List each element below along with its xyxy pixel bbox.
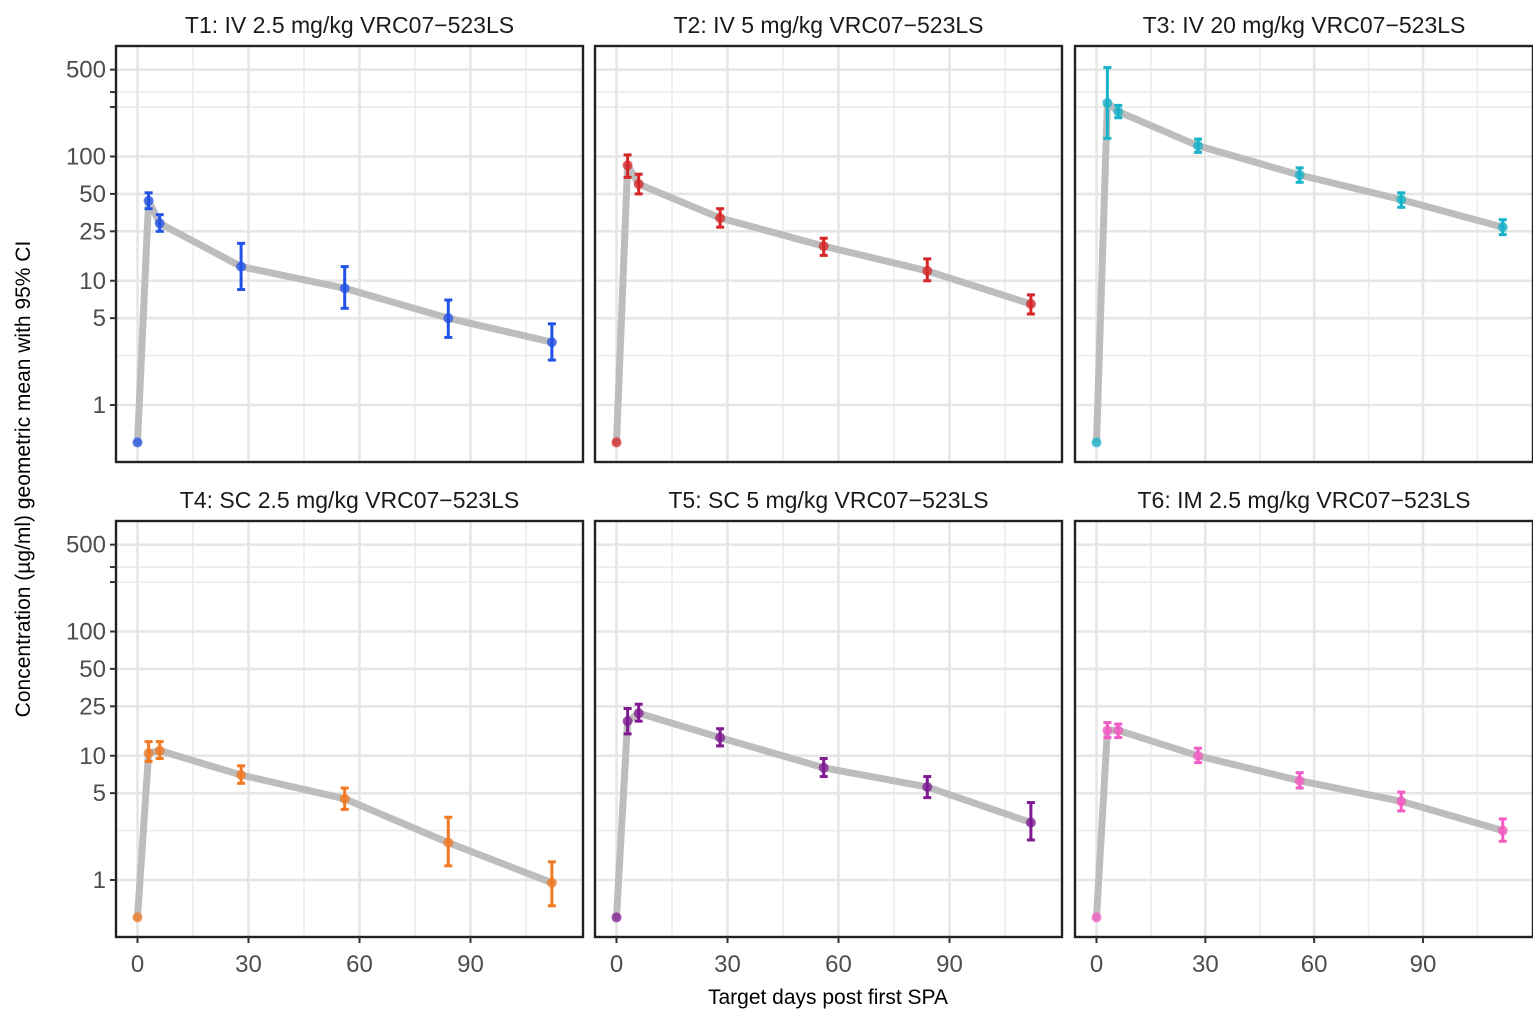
data-point [546,877,557,888]
data-point [622,160,633,171]
data-point [154,745,165,756]
x-tick-label: 30 [714,951,741,978]
data-point [1113,725,1124,736]
y-tick-label: 10 [79,268,106,295]
x-tick-label: 0 [131,951,144,978]
y-tick-label: 5 [93,305,106,332]
data-point [715,732,726,743]
panel-5: T5: SC 5 mg/kg VRC07−523LS 0 30 60 90 [593,487,1064,978]
data-point [339,283,350,294]
data-point [1497,222,1508,233]
y-tick-label: 50 [79,181,106,208]
x-tick-label: 60 [346,951,373,978]
data-point [132,912,143,923]
data-point [1025,298,1036,309]
y-tick-label: 50 [79,656,106,683]
panel-background [116,46,583,462]
data-point [818,241,829,252]
panel-border [1073,44,1533,464]
data-point [1091,912,1102,923]
data-point [339,793,350,804]
panel-title: T5: SC 5 mg/kg VRC07−523LS [668,487,988,513]
data-point [1193,750,1204,761]
data-point [1091,437,1102,448]
panel-title: T3: IV 20 mg/kg VRC07−523LS [1143,12,1466,38]
data-point [132,437,143,448]
panel-border [114,44,585,464]
panel-1: T1: IV 2.5 mg/kg VRC07−523LS 1 5 10 25 50 100 5… [66,12,585,464]
data-point [1294,169,1305,180]
data-point [611,912,622,923]
data-point [633,179,644,190]
y-tick-label: 500 [66,532,106,559]
x-tick-label: 90 [936,951,963,978]
y-tick-label: 5 [93,780,106,807]
panel-background [116,521,583,937]
data-point [818,762,829,773]
panel-4: T4: SC 2.5 mg/kg VRC07−523LS 1 5 10 25 50 100 5… [66,487,585,978]
data-point [143,748,154,759]
x-tick-label: 90 [457,951,484,978]
x-tick-label: 60 [1301,951,1328,978]
data-point [1294,775,1305,786]
panel-background [1075,46,1533,462]
data-point [236,261,247,272]
x-tick-label: 30 [1192,951,1219,978]
x-tick-label: 90 [1410,951,1437,978]
panel-border [593,519,1064,939]
data-point [1113,106,1124,117]
panel-border [1073,519,1533,939]
x-axis-title: Target days post first SPA [708,986,948,1009]
data-point [1396,194,1407,205]
y-tick-label: 1 [93,392,106,419]
panel-background [1075,521,1533,937]
panel-border [114,519,585,939]
data-point [154,218,165,229]
panel-title: T6: IM 2.5 mg/kg VRC07−523LS [1137,487,1470,513]
panel-title: T2: IV 5 mg/kg VRC07−523LS [673,12,983,38]
data-point [143,195,154,206]
y-tick-label: 500 [66,57,106,84]
panel-background [595,521,1062,937]
x-tick-label: 60 [825,951,852,978]
data-point [1102,97,1113,108]
data-point [443,837,454,848]
data-point [622,716,633,727]
panel-title: T4: SC 2.5 mg/kg VRC07−523LS [180,487,519,513]
panel-6: T6: IM 2.5 mg/kg VRC07−523LS 0 30 60 90 [1073,487,1533,978]
y-axis-title: Concentration (µg/ml) geometric mean wit… [12,241,35,718]
data-point [1193,140,1204,151]
data-point [922,265,933,276]
y-tick-label: 25 [79,218,106,245]
x-tick-label: 0 [610,951,623,978]
data-point [1396,796,1407,807]
data-point [1102,725,1113,736]
panel-2: T2: IV 5 mg/kg VRC07−523LS [593,12,1064,464]
data-point [611,437,622,448]
y-tick-label: 100 [66,619,106,646]
panel-grid: T1: IV 2.5 mg/kg VRC07−523LS151025501005… [66,12,1533,978]
data-point [1497,825,1508,836]
data-point [715,212,726,223]
data-point [236,769,247,780]
y-tick-label: 25 [79,693,106,720]
data-point [546,337,557,348]
x-tick-label: 30 [235,951,262,978]
y-tick-label: 1 [93,867,106,894]
y-tick-label: 100 [66,144,106,171]
x-tick-label: 0 [1090,951,1103,978]
data-point [1025,817,1036,828]
data-point [443,313,454,324]
data-point [633,708,644,719]
y-tick-label: 10 [79,743,106,770]
data-point [922,782,933,793]
panel-background [595,46,1062,462]
panel-title: T1: IV 2.5 mg/kg VRC07−523LS [185,12,514,38]
panel-3: T3: IV 20 mg/kg VRC07−523LS [1073,12,1533,464]
panel-border [593,44,1064,464]
